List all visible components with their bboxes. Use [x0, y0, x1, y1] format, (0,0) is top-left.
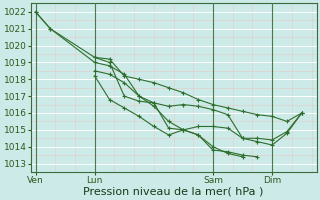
X-axis label: Pression niveau de la mer( hPa ): Pression niveau de la mer( hPa ) [84, 187, 264, 197]
